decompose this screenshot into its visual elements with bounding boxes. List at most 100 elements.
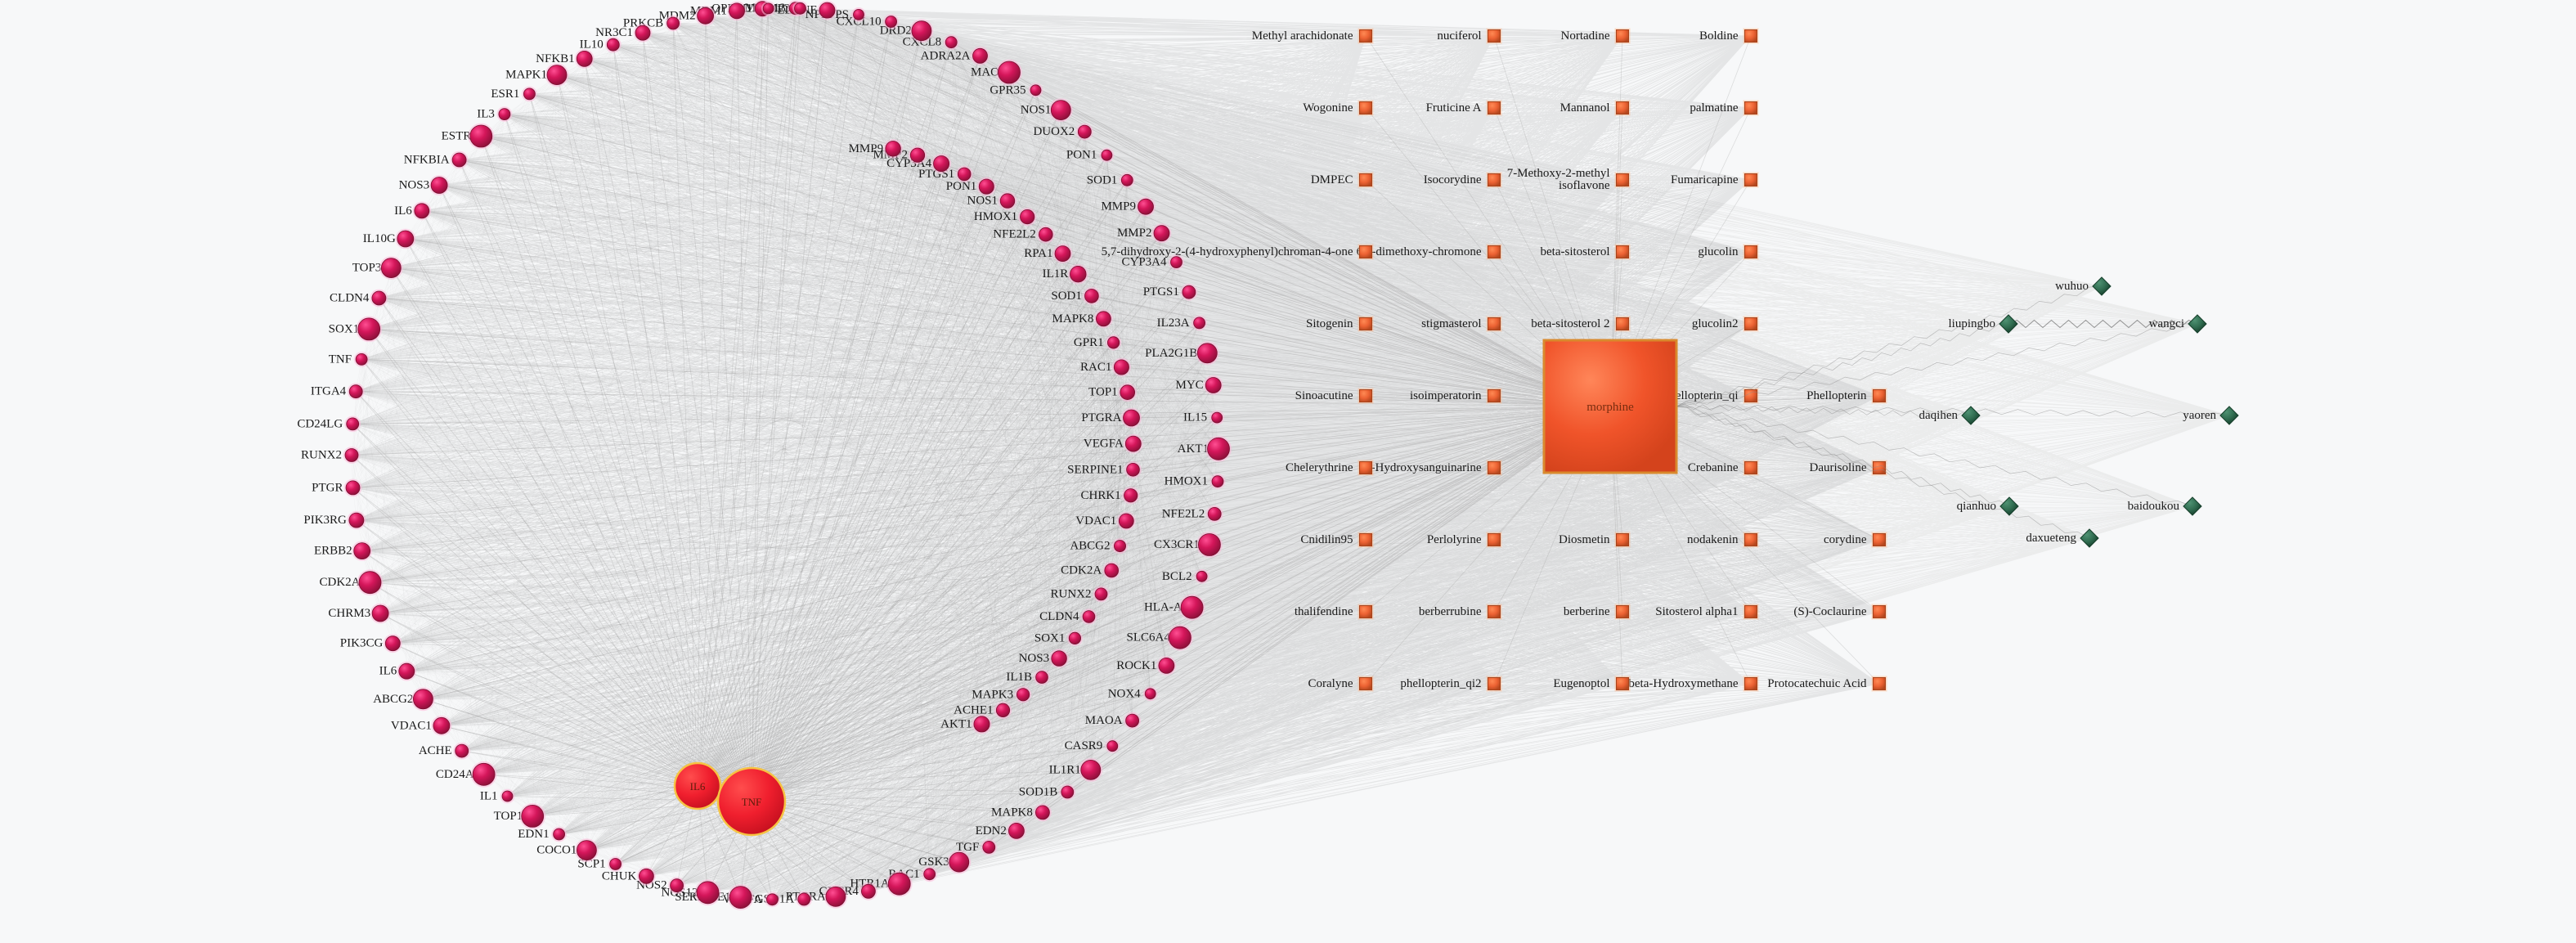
- svg-text:6,7-dimethoxy-chromone: 6,7-dimethoxy-chromone: [1357, 245, 1482, 258]
- svg-text:Isocorydine: Isocorydine: [1424, 173, 1482, 186]
- svg-text:NOX4: NOX4: [1108, 687, 1141, 700]
- svg-text:PTGS1: PTGS1: [1143, 285, 1179, 299]
- svg-text:VDAC1: VDAC1: [1075, 514, 1116, 528]
- svg-text:Perlolyrine: Perlolyrine: [1427, 533, 1482, 546]
- svg-text:thalifendine: thalifendine: [1295, 605, 1353, 618]
- svg-text:MAPK8: MAPK8: [991, 806, 1033, 819]
- svg-text:Methyl arachidonate: Methyl arachidonate: [1252, 29, 1353, 43]
- svg-text:GPR1: GPR1: [1074, 336, 1104, 349]
- svg-text:MAPK8: MAPK8: [1052, 312, 1094, 326]
- svg-text:NFE2L2: NFE2L2: [993, 228, 1036, 241]
- svg-text:Coralyne: Coralyne: [1308, 677, 1353, 690]
- svg-text:VEGFA: VEGFA: [1084, 438, 1124, 451]
- svg-text:TOP1: TOP1: [494, 810, 523, 823]
- svg-text:TNF: TNF: [742, 796, 762, 808]
- svg-text:Fruticine A: Fruticine A: [1426, 101, 1482, 115]
- svg-text:yaoren: yaoren: [2183, 409, 2216, 422]
- svg-text:Wogonine: Wogonine: [1303, 101, 1353, 115]
- svg-text:nodakenin: nodakenin: [1687, 533, 1739, 546]
- svg-text:IL6: IL6: [394, 204, 412, 218]
- svg-text:beta-sitosterol 2: beta-sitosterol 2: [1531, 317, 1609, 330]
- svg-text:CHRM3: CHRM3: [328, 607, 370, 620]
- svg-text:DMPEC: DMPEC: [1311, 173, 1353, 186]
- svg-text:CASR9: CASR9: [1065, 739, 1103, 752]
- svg-text:stigmasterol: stigmasterol: [1421, 317, 1481, 330]
- svg-text:RUNX2: RUNX2: [301, 449, 342, 462]
- svg-text:(S)-Coclaurine: (S)-Coclaurine: [1793, 605, 1866, 618]
- svg-text:nuciferol: nuciferol: [1437, 29, 1481, 43]
- svg-text:MYC: MYC: [1176, 379, 1204, 392]
- svg-text:HMOX1: HMOX1: [1165, 475, 1208, 488]
- svg-text:Eugenoptol: Eugenoptol: [1553, 677, 1609, 690]
- svg-text:IL6: IL6: [690, 780, 706, 793]
- svg-text:NOS3: NOS3: [399, 179, 430, 192]
- svg-text:TOP1: TOP1: [1088, 386, 1118, 399]
- svg-text:Nortadine: Nortadine: [1561, 29, 1610, 43]
- svg-text:ADRA2A: ADRA2A: [921, 49, 971, 62]
- svg-text:SLC6A4: SLC6A4: [1127, 631, 1171, 644]
- svg-text:IL3: IL3: [477, 108, 495, 121]
- svg-text:CDK2A: CDK2A: [1061, 564, 1102, 577]
- svg-text:EDN2: EDN2: [976, 824, 1007, 837]
- svg-text:Diosmetin: Diosmetin: [1559, 533, 1610, 546]
- svg-text:CX3CR1: CX3CR1: [1154, 538, 1200, 551]
- svg-text:5,7-dihydroxy-2-(4-hydroxyphen: 5,7-dihydroxy-2-(4-hydroxyphenyl)chroman…: [1102, 245, 1353, 258]
- svg-text:ERBB2: ERBB2: [314, 545, 352, 558]
- svg-text:Sitosterol alpha1: Sitosterol alpha1: [1655, 605, 1738, 618]
- svg-text:corydine: corydine: [1824, 533, 1867, 546]
- svg-text:RPA1: RPA1: [1024, 247, 1052, 260]
- svg-text:11-Hydroxysanguinarine: 11-Hydroxysanguinarine: [1359, 461, 1482, 474]
- svg-text:COCO1: COCO1: [536, 844, 577, 857]
- svg-text:Mannanol: Mannanol: [1560, 101, 1610, 115]
- svg-text:SOD1: SOD1: [1051, 290, 1082, 303]
- svg-text:TNF: TNF: [329, 353, 352, 366]
- svg-text:Boldine: Boldine: [1699, 29, 1739, 43]
- svg-text:HMOX1: HMOX1: [974, 210, 1017, 223]
- svg-text:NOS1: NOS1: [967, 195, 998, 208]
- svg-text:SOD1: SOD1: [1087, 173, 1118, 186]
- svg-text:AKT1: AKT1: [940, 717, 972, 730]
- svg-text:CDK2A: CDK2A: [319, 576, 360, 589]
- svg-text:IL1: IL1: [480, 790, 498, 803]
- svg-text:NFKBIA: NFKBIA: [404, 154, 450, 167]
- svg-text:RUNX2: RUNX2: [1050, 587, 1091, 600]
- svg-text:Crebanine: Crebanine: [1688, 461, 1739, 474]
- svg-text:Sinoacutine: Sinoacutine: [1295, 389, 1353, 402]
- svg-text:ACHE1: ACHE1: [954, 703, 993, 716]
- svg-text:Fumaricapine: Fumaricapine: [1671, 173, 1739, 186]
- svg-text:ABCG2: ABCG2: [1070, 540, 1110, 553]
- svg-text:PLA2G1B: PLA2G1B: [1145, 347, 1197, 360]
- svg-text:ACHE: ACHE: [419, 744, 452, 757]
- svg-text:berberrubine: berberrubine: [1419, 605, 1482, 618]
- svg-text:ESR1: ESR1: [491, 88, 519, 101]
- svg-text:SOX1: SOX1: [1034, 631, 1066, 644]
- svg-text:wangci: wangci: [2149, 317, 2184, 330]
- svg-text:ABCG2: ABCG2: [373, 693, 413, 706]
- svg-text:Daurisoline: Daurisoline: [1810, 461, 1867, 474]
- svg-text:CLDN4: CLDN4: [1039, 610, 1079, 623]
- svg-text:NOS1: NOS1: [1021, 104, 1052, 117]
- svg-text:VDAC1: VDAC1: [391, 719, 432, 732]
- svg-text:MMP2: MMP2: [1117, 227, 1152, 240]
- svg-text:Sitogenin: Sitogenin: [1306, 317, 1353, 330]
- svg-text:RAC1: RAC1: [1080, 361, 1111, 374]
- svg-text:HLA-A: HLA-A: [1144, 601, 1183, 614]
- svg-text:PIK3CG: PIK3CG: [340, 637, 384, 650]
- svg-text:BCL2: BCL2: [1162, 570, 1192, 583]
- svg-text:NFE2L2: NFE2L2: [1162, 507, 1205, 520]
- svg-text:CHRK1: CHRK1: [1081, 489, 1121, 502]
- svg-text:GSK3: GSK3: [918, 855, 949, 869]
- svg-text:SOX1: SOX1: [329, 322, 360, 335]
- svg-text:IL1R: IL1R: [1043, 267, 1069, 281]
- svg-text:PON1: PON1: [1066, 149, 1097, 162]
- svg-text:Protocatechuic Acid: Protocatechuic Acid: [1767, 677, 1867, 690]
- svg-text:AKT1: AKT1: [1178, 442, 1209, 456]
- svg-text:EDN1: EDN1: [518, 828, 549, 841]
- svg-text:berberine: berberine: [1564, 605, 1610, 618]
- svg-text:palmatine: palmatine: [1690, 101, 1738, 115]
- svg-text:CD24A: CD24A: [436, 768, 474, 781]
- svg-text:daxueteng: daxueteng: [2026, 532, 2076, 545]
- svg-text:DUOX2: DUOX2: [1033, 125, 1075, 138]
- svg-text:Phellopterin: Phellopterin: [1806, 389, 1867, 402]
- svg-text:glucolin2: glucolin2: [1692, 317, 1739, 330]
